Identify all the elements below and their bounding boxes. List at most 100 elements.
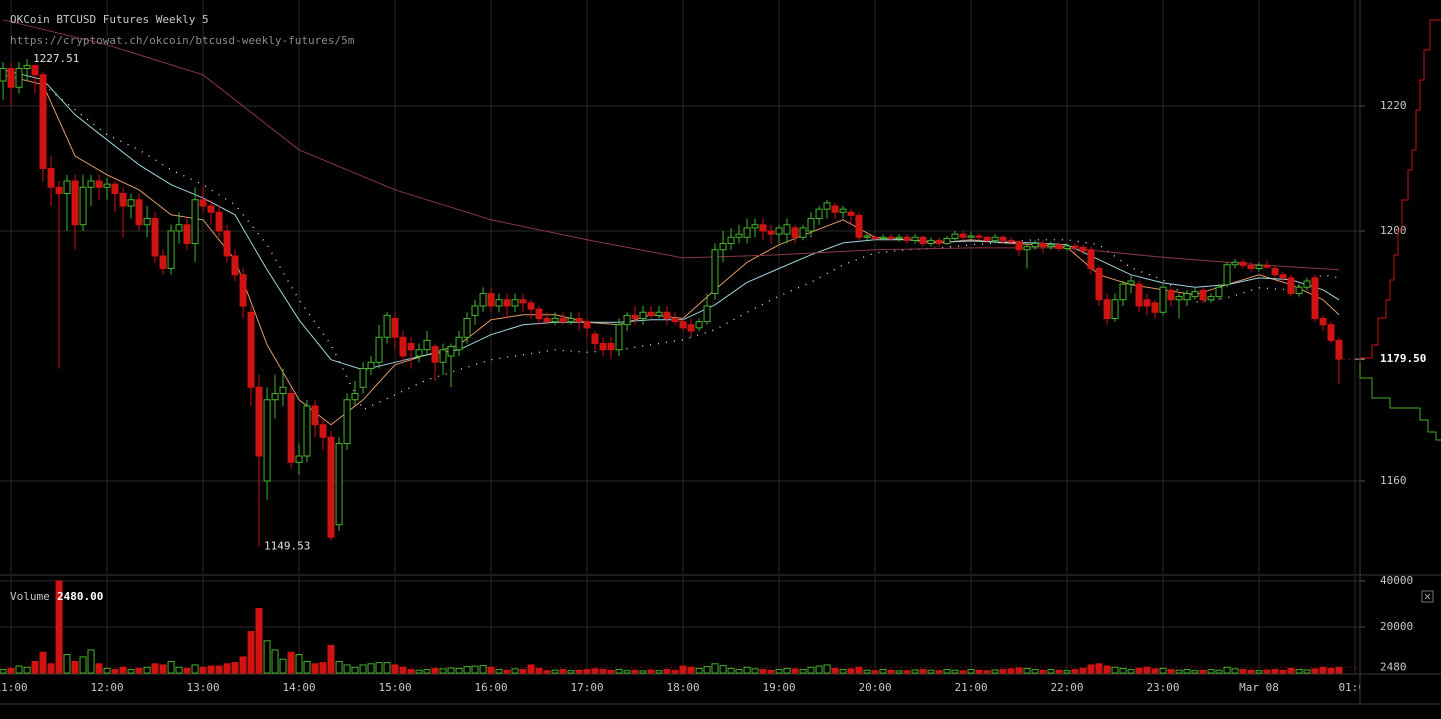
candle-body <box>71 180 79 226</box>
volume-bar <box>807 666 815 674</box>
candle-body <box>791 227 799 238</box>
volume-bar <box>239 656 247 674</box>
candle-body <box>383 314 391 338</box>
volume-bar <box>175 666 183 674</box>
candle-body <box>759 224 767 232</box>
candle-body <box>471 305 479 316</box>
volume-bar <box>951 669 959 674</box>
candle-body <box>727 236 735 244</box>
volume-bar <box>1183 669 1191 674</box>
candle-body <box>775 227 783 235</box>
volume-bar <box>407 669 415 674</box>
candle-body <box>599 343 607 351</box>
candle-body <box>439 349 447 363</box>
volume-bar <box>519 669 527 674</box>
close-button[interactable] <box>1421 590 1434 603</box>
volume-bar <box>1231 668 1239 674</box>
candle-body <box>679 321 687 329</box>
candle-body <box>343 399 351 444</box>
volume-pane <box>0 576 1360 674</box>
candle-body <box>119 193 127 207</box>
indicator-line <box>2 19 1340 271</box>
volume-bar <box>1111 666 1119 674</box>
candle-body <box>807 218 815 232</box>
candle-body <box>839 208 847 213</box>
candle-body <box>703 305 711 323</box>
candle-body <box>255 386 263 457</box>
volume-bar <box>151 663 159 674</box>
volume-bar <box>615 669 623 674</box>
volume-bar <box>903 670 911 674</box>
volume-bar <box>127 669 135 674</box>
candle-body <box>1127 280 1135 285</box>
candle-body <box>1167 289 1175 301</box>
volume-bar <box>335 660 343 674</box>
candle-body <box>31 64 39 76</box>
candle-body <box>311 405 319 426</box>
candle-body <box>1191 291 1199 298</box>
candle-body <box>1247 264 1255 269</box>
candle-body <box>1223 264 1231 286</box>
volume-bar <box>1071 669 1079 674</box>
volume-bar <box>679 665 687 674</box>
candle-body <box>551 318 559 323</box>
candle-body <box>191 199 199 244</box>
candle-body <box>199 199 207 207</box>
volume-bar <box>871 670 879 674</box>
candle-body <box>247 311 255 388</box>
volume-bar <box>1143 666 1151 674</box>
volume-bar <box>711 663 719 674</box>
volume-bar <box>1079 667 1087 674</box>
volume-bar <box>319 662 327 674</box>
volume-bar <box>543 670 551 674</box>
candle-body <box>1095 268 1103 301</box>
volume-tick-label: 20000 <box>1380 620 1413 633</box>
candle-body <box>0 68 7 82</box>
candle-body <box>991 236 999 241</box>
candle-body <box>1119 283 1127 301</box>
volume-bar <box>247 631 255 674</box>
x-tick-label: 19:00 <box>762 681 795 694</box>
y-tick-label: 1200 <box>1380 224 1407 237</box>
candle-body <box>583 321 591 329</box>
volume-bar <box>31 660 39 674</box>
candle-body <box>935 239 943 244</box>
candle-body <box>663 311 671 319</box>
candle-body <box>503 299 511 307</box>
volume-bar <box>1311 668 1319 674</box>
candle-body <box>415 349 423 357</box>
volume-bar <box>7 667 15 674</box>
candle-body <box>903 236 911 241</box>
volume-bar <box>719 665 727 674</box>
candle-body <box>95 180 103 188</box>
candle-body <box>1303 280 1311 288</box>
candle-body <box>911 236 919 241</box>
candle-body <box>151 218 159 257</box>
volume-bar <box>591 668 599 674</box>
volume-bar <box>831 667 839 674</box>
volume-bar <box>1271 669 1279 674</box>
candle-body <box>967 235 975 238</box>
x-tick-label: 20:00 <box>858 681 891 694</box>
volume-bar <box>223 663 231 674</box>
candle-body <box>1039 243 1047 248</box>
candle-body <box>79 186 87 226</box>
candle-body <box>1087 249 1095 269</box>
candle-body <box>559 318 567 323</box>
x-tick-label: 23:00 <box>1146 681 1179 694</box>
volume-bar <box>1023 667 1031 674</box>
volume-tick-label: 40000 <box>1380 574 1413 587</box>
candle-body <box>23 64 31 69</box>
volume-bar <box>287 651 295 674</box>
candle-body <box>447 346 455 357</box>
volume-bar <box>215 665 223 674</box>
volume-bar <box>183 667 191 674</box>
candle-body <box>1255 264 1263 269</box>
volume-bar <box>727 667 735 674</box>
volume-bar <box>1047 669 1055 674</box>
candle-body <box>943 238 951 244</box>
volume-bar <box>1303 669 1311 674</box>
x-tick-label: 15:00 <box>378 681 411 694</box>
candle-body <box>263 399 271 482</box>
candle-body <box>615 324 623 351</box>
